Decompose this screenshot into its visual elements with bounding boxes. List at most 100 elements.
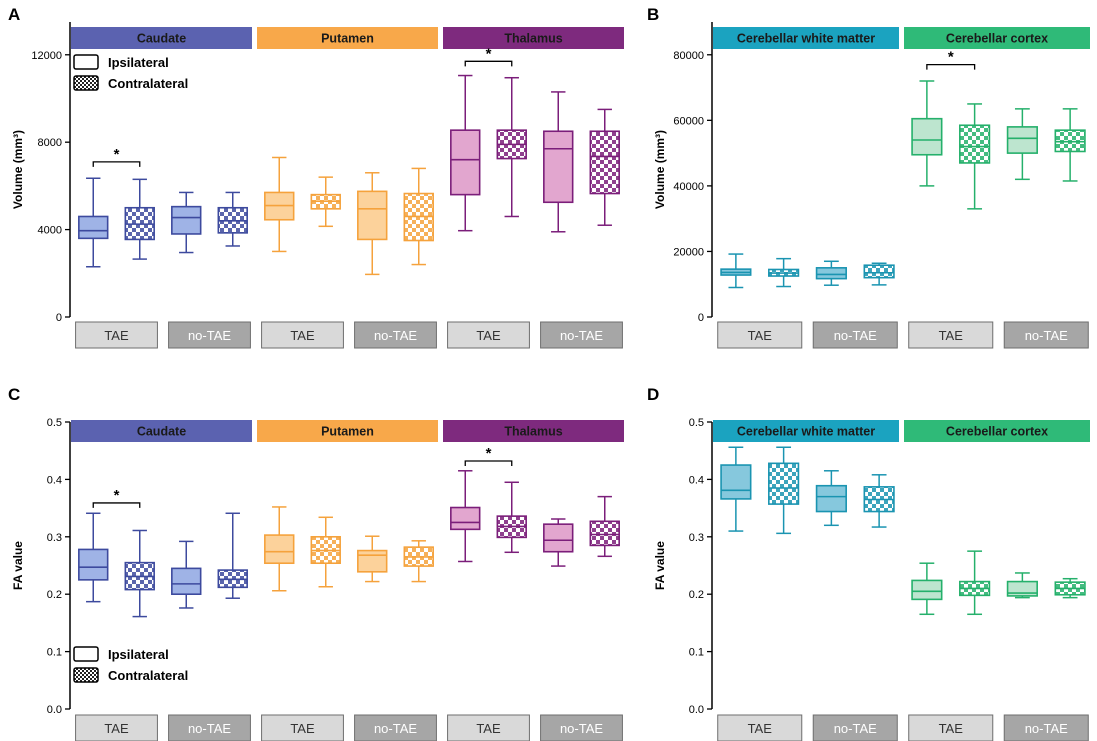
significance-star: * [486, 45, 492, 62]
region-header-label: Putamen [321, 32, 374, 46]
box-ipsi [264, 156, 295, 253]
region-header-label: Caudate [137, 32, 186, 46]
group-label: TAE [290, 328, 315, 343]
y-tick-label: 60000 [673, 115, 704, 127]
box-ipsi [450, 470, 481, 563]
significance-star: * [486, 445, 492, 462]
significance-bracket [464, 60, 513, 67]
box-contra [959, 550, 991, 616]
significance-star: * [948, 49, 954, 66]
group-label: TAE [939, 721, 964, 736]
panel-C: C 0.0 0.1 0.2 0.3 0.4 0.5 FA value Caudate Putame… [8, 385, 624, 741]
box-contra [959, 103, 991, 210]
group-box-tae [908, 714, 994, 741]
y-tick-label: 40000 [673, 181, 704, 193]
region-header-label: Cerebellar cortex [946, 425, 1048, 439]
y-tick-label: 0.0 [689, 704, 704, 716]
y-tick-label: 8000 [38, 137, 62, 149]
significance-star: * [114, 146, 120, 163]
box-contra [863, 262, 895, 286]
box-ipsi [1006, 572, 1038, 599]
region-header-bar [257, 27, 438, 49]
legend-swatch-contralateral [73, 667, 99, 683]
y-tick-label: 0.5 [47, 417, 62, 429]
group-label: no-TAE [560, 328, 603, 343]
region-header-label: Cerebellar cortex [946, 32, 1048, 46]
box-ipsi [543, 91, 574, 233]
group-box-no-tae [354, 321, 437, 349]
box-contra [1054, 108, 1086, 182]
box-ipsi [815, 260, 847, 286]
box-iqr [720, 464, 752, 500]
group-label: no-TAE [560, 721, 603, 736]
region-header-bar [71, 420, 252, 442]
box-ipsi [171, 191, 202, 254]
legend-swatch-ipsilateral [73, 54, 99, 70]
group-label: no-TAE [188, 721, 231, 736]
region-header-bar [904, 27, 1090, 49]
box-iqr [171, 205, 202, 235]
box-iqr [1054, 129, 1086, 153]
group-box-tae [717, 321, 803, 349]
group-label: no-TAE [188, 328, 231, 343]
y-tick-label: 4000 [38, 225, 62, 237]
group-label: TAE [476, 721, 501, 736]
significance-star: * [114, 487, 120, 504]
group-box-tae [717, 714, 803, 741]
box-ipsi [720, 253, 752, 289]
region-header-label: Thalamus [504, 425, 562, 439]
box-iqr [171, 567, 202, 595]
box-iqr [863, 264, 895, 279]
box-iqr [911, 117, 943, 156]
y-tick-label: 0.5 [689, 417, 704, 429]
panel-label: A [8, 5, 20, 24]
legend-label-contralateral: Contralateral [108, 668, 188, 683]
group-label: TAE [290, 721, 315, 736]
region-header-label: Cerebellar white matter [737, 425, 875, 439]
box-ipsi [450, 74, 481, 232]
legend-label-ipsilateral: Ipsilateral [108, 647, 169, 662]
group-box-no-tae [168, 321, 251, 349]
y-tick-label: 0.3 [689, 532, 704, 544]
y-axis-title: FA value [11, 541, 25, 590]
box-iqr [264, 534, 295, 565]
significance-bracket [92, 161, 141, 167]
box-iqr [959, 124, 991, 164]
y-tick-label: 12000 [31, 50, 62, 62]
y-tick-label: 80000 [673, 50, 704, 62]
group-label: no-TAE [834, 721, 877, 736]
region-header-bar [443, 27, 624, 49]
panel-label: B [647, 5, 659, 24]
box-contra [1054, 577, 1086, 599]
box-contra [403, 540, 434, 583]
group-box-no-tae [812, 321, 898, 349]
group-box-tae [75, 714, 158, 741]
legend-label-contralateral: Contralateral [108, 76, 188, 91]
box-iqr [543, 130, 574, 204]
box-iqr [911, 579, 943, 601]
box-contra [589, 495, 620, 558]
box-contra [496, 76, 527, 218]
panel-label: C [8, 385, 20, 404]
box-contra [768, 446, 800, 535]
box-contra [589, 108, 620, 226]
box-ipsi [815, 470, 847, 527]
group-box-tae [75, 321, 158, 349]
group-box-tae [447, 321, 530, 349]
box-iqr [815, 267, 847, 280]
box-iqr [78, 215, 109, 240]
region-header-label: Cerebellar white matter [737, 32, 875, 46]
group-box-tae [447, 714, 530, 741]
region-header-bar [443, 420, 624, 442]
box-ipsi [911, 80, 943, 187]
box-contra [217, 191, 248, 247]
y-tick-label: 0.0 [47, 704, 62, 716]
panel-label: D [647, 385, 659, 404]
box-ipsi [78, 512, 109, 603]
box-iqr [357, 190, 388, 241]
y-tick-label: 0 [698, 312, 704, 324]
y-tick-label: 0 [56, 312, 62, 324]
box-ipsi [78, 177, 109, 268]
significance-bracket [464, 460, 513, 467]
